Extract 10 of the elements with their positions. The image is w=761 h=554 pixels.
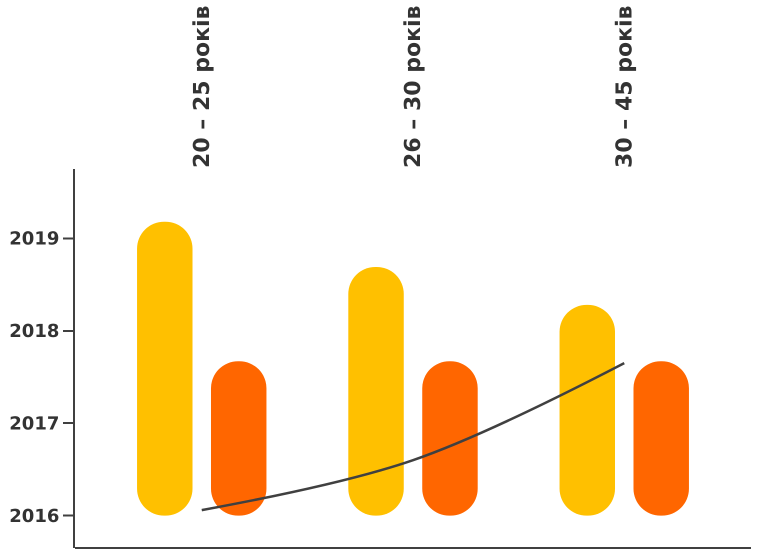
x-tick-label: 20 – 25 років xyxy=(190,6,215,168)
y-tick-label: 2018 xyxy=(9,321,60,342)
y-tick-label: 2019 xyxy=(9,228,60,250)
bar xyxy=(348,266,404,516)
y-tick-label: 2017 xyxy=(9,414,60,435)
bar xyxy=(137,222,193,516)
y-tick-label: 2016 xyxy=(9,506,60,527)
x-tick-label: 30 – 45 років xyxy=(612,6,638,168)
bar xyxy=(560,304,616,516)
x-tick-label: 26 – 30 років xyxy=(401,6,426,168)
